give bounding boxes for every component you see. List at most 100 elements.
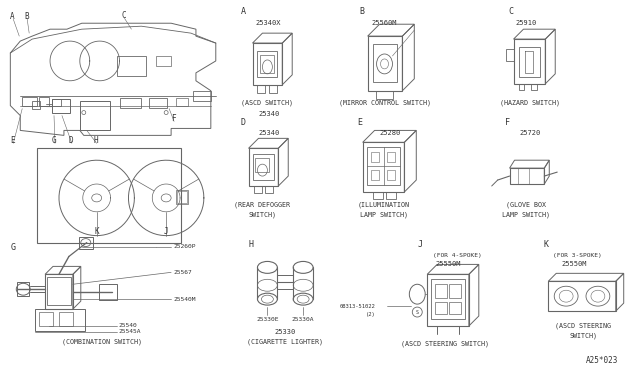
Bar	[52, 99, 61, 106]
Bar	[120, 98, 141, 108]
Bar	[37, 148, 181, 243]
Bar	[371, 152, 378, 162]
Bar	[47, 277, 71, 305]
Bar	[257, 51, 277, 77]
Bar	[367, 147, 401, 185]
Bar	[363, 142, 404, 192]
Text: 25260P: 25260P	[173, 244, 196, 249]
Text: 25720: 25720	[520, 131, 541, 137]
Bar	[269, 85, 277, 93]
Text: 25545A: 25545A	[118, 329, 141, 334]
Bar	[531, 84, 538, 90]
Text: 25330E: 25330E	[256, 317, 278, 323]
Text: (ILLUMINATION: (ILLUMINATION	[358, 202, 410, 208]
Text: 25550M: 25550M	[561, 262, 587, 267]
Text: D: D	[241, 118, 246, 127]
Text: F: F	[171, 114, 176, 123]
Bar	[39, 97, 49, 106]
Text: S: S	[416, 310, 419, 315]
Bar	[99, 284, 116, 300]
Text: E: E	[358, 118, 363, 127]
Bar	[509, 168, 544, 184]
Text: H: H	[93, 136, 99, 145]
Text: J: J	[164, 227, 168, 236]
Bar	[17, 282, 29, 296]
Text: 25280: 25280	[380, 131, 401, 137]
Bar	[435, 302, 447, 314]
Bar	[59, 312, 73, 326]
Text: (MIRROR CONTROL SWITCH): (MIRROR CONTROL SWITCH)	[339, 99, 431, 106]
Bar	[176, 98, 188, 106]
Bar	[372, 192, 383, 199]
Text: (ASCD STEERING: (ASCD STEERING	[555, 323, 611, 329]
Bar	[513, 39, 545, 84]
Text: 25330A: 25330A	[292, 317, 314, 323]
Bar	[548, 281, 616, 311]
Bar	[427, 274, 469, 326]
Bar	[449, 302, 461, 314]
Bar	[376, 91, 394, 99]
Text: E: E	[10, 136, 15, 145]
Text: (ASCD SWITCH): (ASCD SWITCH)	[241, 99, 293, 106]
Text: (ASCD STEERING SWITCH): (ASCD STEERING SWITCH)	[401, 340, 489, 347]
Text: 25560M: 25560M	[372, 20, 397, 26]
Text: K: K	[94, 227, 99, 236]
Text: LAMP SWITCH): LAMP SWITCH)	[502, 212, 550, 218]
Text: 25540M: 25540M	[173, 296, 196, 302]
Bar	[435, 284, 447, 298]
Bar	[255, 186, 262, 193]
Bar	[79, 237, 93, 248]
Text: C: C	[122, 11, 126, 20]
Text: (COMBINATION SWITCH): (COMBINATION SWITCH)	[61, 339, 141, 345]
Bar	[372, 44, 397, 82]
Bar	[253, 43, 282, 85]
Bar	[387, 170, 396, 180]
Text: 25340: 25340	[259, 110, 280, 116]
Bar	[52, 99, 70, 113]
Text: (FOR 3-SPOKE): (FOR 3-SPOKE)	[553, 253, 602, 258]
Text: 25567: 25567	[173, 270, 192, 275]
Bar	[80, 101, 109, 131]
Bar	[387, 192, 396, 199]
Text: 25540: 25540	[118, 323, 137, 328]
Text: F: F	[504, 118, 509, 127]
Text: (REAR DEFOGGER: (REAR DEFOGGER	[234, 202, 291, 208]
Text: 25330: 25330	[275, 329, 296, 335]
Bar	[193, 91, 211, 101]
Bar	[277, 275, 293, 289]
Text: 08313-51022: 08313-51022	[340, 304, 376, 309]
Bar	[32, 101, 40, 109]
Text: A25*023: A25*023	[586, 356, 618, 365]
Bar	[266, 186, 273, 193]
Bar	[35, 309, 84, 331]
Text: B: B	[360, 7, 365, 16]
Text: A: A	[241, 7, 246, 16]
Bar	[518, 47, 540, 77]
Bar	[45, 274, 73, 309]
Bar	[431, 279, 465, 319]
Bar	[156, 56, 171, 66]
Text: 25550M: 25550M	[435, 262, 461, 267]
Text: 25910: 25910	[516, 20, 537, 26]
Text: (FOR 4-SPOKE): (FOR 4-SPOKE)	[433, 253, 482, 258]
Bar	[371, 170, 378, 180]
Text: LAMP SWITCH): LAMP SWITCH)	[360, 212, 408, 218]
Bar	[22, 97, 37, 106]
Bar	[257, 85, 266, 93]
Text: 25340: 25340	[259, 131, 280, 137]
Text: B: B	[24, 12, 29, 21]
Text: A: A	[10, 12, 15, 21]
Bar	[506, 49, 513, 61]
Bar	[149, 98, 167, 108]
Text: (2): (2)	[366, 311, 376, 317]
Bar	[367, 36, 403, 91]
Text: G: G	[10, 243, 15, 252]
Bar	[387, 152, 396, 162]
Bar	[176, 190, 188, 204]
Bar	[253, 154, 275, 180]
Text: C: C	[509, 7, 513, 16]
Text: 25340X: 25340X	[255, 20, 281, 26]
Bar	[116, 56, 147, 76]
Bar	[177, 191, 187, 203]
Text: SWITCH): SWITCH)	[569, 333, 597, 339]
